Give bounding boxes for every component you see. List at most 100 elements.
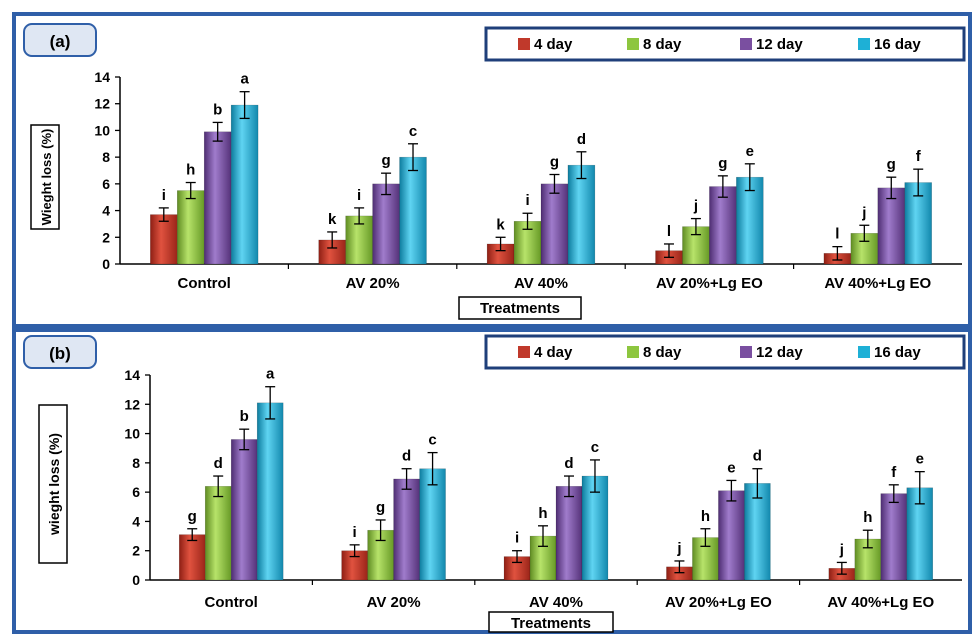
legend-swatch — [740, 38, 752, 50]
significance-letter: e — [916, 451, 924, 468]
bar — [581, 475, 609, 581]
bar — [540, 183, 569, 265]
significance-letter: j — [693, 198, 698, 215]
significance-letter: i — [525, 192, 529, 209]
significance-letter: j — [861, 204, 866, 221]
panel-b-legend — [484, 334, 966, 370]
y-tick-label: 0 — [102, 256, 110, 272]
significance-letter: g — [188, 508, 197, 525]
significance-letter: c — [428, 432, 436, 449]
significance-letter: e — [746, 143, 754, 160]
significance-letter: g — [381, 152, 390, 169]
legend-label: 12 day — [756, 344, 803, 361]
legend-swatch — [627, 346, 639, 358]
significance-letter: i — [515, 530, 519, 547]
significance-letter: d — [402, 448, 411, 465]
significance-letter: a — [240, 71, 249, 88]
y-tick-label: 14 — [94, 69, 110, 85]
bar — [718, 490, 745, 581]
significance-letter: e — [727, 459, 735, 476]
y-tick-label: 4 — [132, 513, 140, 529]
y-tick-label: 2 — [132, 543, 140, 559]
significance-letter: c — [591, 439, 599, 456]
panel-a-xlabel-box — [458, 296, 582, 320]
x-tick-label: AV 40%+Lg EO — [824, 275, 931, 292]
significance-letter: h — [863, 509, 872, 526]
bar — [880, 493, 908, 581]
panel-b-ylabel-box — [38, 404, 68, 564]
significance-letter: a — [266, 366, 275, 383]
x-tick-label: Control — [205, 594, 258, 611]
y-tick-label: 14 — [124, 367, 140, 383]
legend-swatch — [858, 38, 870, 50]
legend-label: 8 day — [643, 36, 682, 53]
bar — [256, 402, 284, 581]
bar — [419, 468, 446, 581]
significance-letter: f — [916, 148, 922, 165]
bar — [203, 131, 232, 265]
significance-letter: l — [667, 223, 671, 240]
bar — [877, 187, 905, 265]
y-tick-label: 4 — [102, 203, 110, 219]
significance-letter: g — [376, 499, 385, 516]
x-tick-label: AV 40%+Lg EO — [827, 594, 934, 611]
legend-swatch — [518, 38, 530, 50]
bar — [709, 186, 737, 265]
legend-label: 4 day — [534, 344, 573, 361]
significance-letter: k — [328, 211, 337, 228]
significance-letter: g — [887, 156, 896, 173]
significance-letter: d — [214, 455, 223, 472]
significance-letter: j — [839, 541, 844, 558]
legend-swatch — [627, 38, 639, 50]
significance-letter: l — [835, 226, 839, 243]
significance-letter: h — [538, 505, 547, 522]
x-tick-label: AV 20%+Lg EO — [665, 594, 772, 611]
panel-a-label-box — [23, 23, 97, 57]
panel-b-label-box — [23, 335, 97, 369]
significance-letter: i — [353, 524, 357, 541]
panel-a-label: (a) — [50, 32, 71, 51]
bar — [393, 478, 420, 581]
y-tick-label: 6 — [102, 176, 110, 192]
x-tick-label: AV 20%+Lg EO — [656, 275, 763, 292]
y-tick-label: 0 — [132, 572, 140, 588]
panel-b-ylabel: wieght loss (%) — [46, 433, 62, 536]
legend-swatch — [858, 346, 870, 358]
legend-label: 16 day — [874, 344, 921, 361]
significance-letter: k — [496, 216, 505, 233]
significance-letter: d — [753, 448, 762, 465]
significance-letter: j — [676, 540, 681, 557]
bar — [372, 183, 400, 265]
panel-a-border — [12, 12, 972, 328]
legend-swatch — [518, 346, 530, 358]
bar — [204, 486, 232, 581]
legend-swatch — [740, 346, 752, 358]
x-tick-label: AV 20% — [346, 275, 400, 292]
bar — [150, 214, 178, 265]
significance-letter: b — [213, 101, 222, 118]
bar — [555, 486, 583, 581]
bar — [230, 104, 259, 265]
y-tick-label: 8 — [102, 149, 110, 165]
y-tick-label: 10 — [124, 426, 140, 442]
significance-letter: f — [891, 464, 897, 481]
significance-letter: i — [357, 187, 361, 204]
x-tick-label: AV 20% — [367, 594, 421, 611]
bar — [178, 534, 206, 581]
y-tick-label: 12 — [94, 96, 110, 112]
legend-label: 16 day — [874, 36, 921, 53]
panel-a-plot: 0 2 4 6 8 10 12 14 Control i h b a AV 20% k i g c AV 40% k i… — [94, 36, 962, 292]
panel-b-label: (b) — [49, 344, 71, 363]
panel-a: (a) Treatments Wieght loss (%) 0 2 4 6 8 10 12… — [12, 12, 972, 328]
significance-letter: g — [718, 155, 727, 172]
panel-a-ylabel-box — [30, 124, 60, 230]
y-tick-label: 6 — [132, 484, 140, 500]
panel-b: (b) Treatments wieght loss (%) 0 2 4 6 8 10 12… — [12, 328, 972, 634]
panel-a-xlabel: Treatments — [480, 300, 560, 317]
significance-letter: d — [564, 455, 573, 472]
y-tick-label: 12 — [124, 396, 140, 412]
bar — [399, 156, 427, 265]
y-tick-label: 10 — [94, 122, 110, 138]
